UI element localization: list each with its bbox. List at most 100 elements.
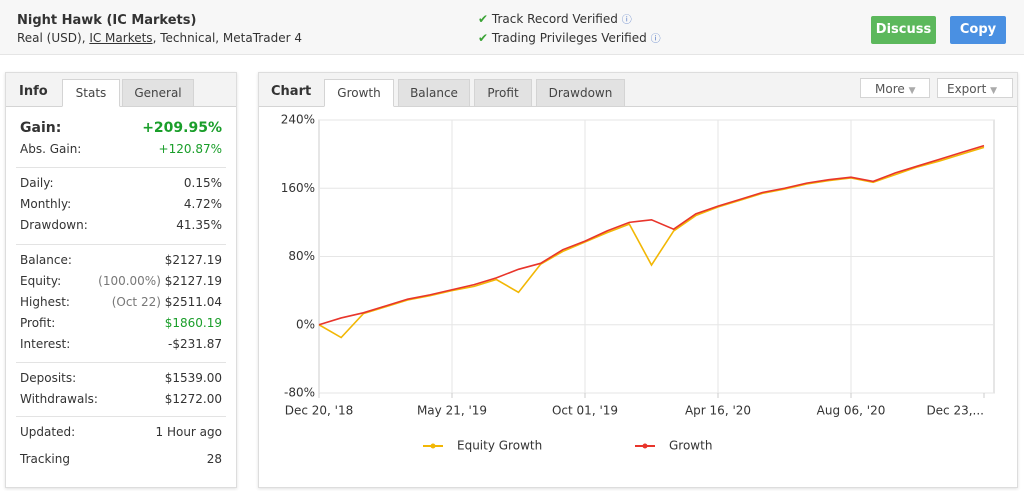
stat-number: $2127.19: [164, 274, 222, 288]
y-tick-label: -80%: [284, 386, 315, 400]
stat-value: 28: [207, 452, 222, 466]
copy-button[interactable]: Copy: [950, 16, 1006, 44]
stat-value: 4.72%: [184, 197, 222, 211]
stat-number: 1 Hour ago: [155, 425, 222, 439]
stat-number: 0.15%: [183, 176, 222, 190]
stat-label: Highest:: [20, 295, 70, 309]
stat-row: Profit: $1860.19: [20, 316, 222, 336]
stat-label: Daily:: [20, 176, 54, 190]
verified-item: ✔ Track Record Verified ⓘ: [478, 12, 632, 26]
stat-row: Balance: $2127.19: [20, 253, 222, 273]
stat-label: Deposits:: [20, 371, 77, 385]
menu-label: Export: [947, 82, 987, 96]
stat-row: Abs. Gain: +120.87%: [20, 142, 222, 162]
stat-number: $1272.00: [164, 392, 222, 406]
stat-note: (100.00%): [98, 274, 161, 288]
stat-number: $1860.19: [164, 316, 222, 330]
subtitle-text: , Technical, MetaTrader 4: [152, 31, 302, 45]
stat-row: Highest: (Oct 22) $2511.04: [20, 295, 222, 315]
subtitle-text: Real (USD),: [17, 31, 90, 45]
stat-label: Updated:: [20, 425, 76, 439]
stat-label: Equity:: [20, 274, 62, 288]
stat-number: $1539.00: [164, 371, 222, 385]
balance-tab[interactable]: Balance: [398, 79, 470, 107]
x-tick-label: Dec 23,...: [926, 404, 984, 418]
chart-panel-title: Chart: [271, 84, 312, 99]
stat-row: Equity: (100.00%) $2127.19: [20, 274, 222, 294]
growth-tab[interactable]: Growth: [324, 79, 394, 107]
profit-tab[interactable]: Profit: [474, 79, 532, 107]
legend-dot: [642, 443, 648, 449]
y-tick-label: 0%: [296, 317, 315, 331]
stat-value: 1 Hour ago: [156, 425, 222, 439]
info-title: Info: [19, 84, 48, 99]
stat-row: Updated: 1 Hour ago: [20, 425, 222, 445]
stat-value: $2127.19: [165, 253, 222, 267]
stat-value: 0.15%: [184, 176, 222, 190]
stat-value: +209.95%: [142, 120, 222, 136]
stat-row: Interest: -$231.87: [20, 337, 222, 357]
stat-label: Balance:: [20, 253, 72, 267]
x-tick-label: Oct 01, '19: [552, 404, 618, 418]
general-tab[interactable]: General: [122, 79, 194, 107]
system-subtitle: Real (USD), IC Markets, Technical, MetaT…: [17, 31, 302, 45]
stat-number: +209.95%: [142, 120, 222, 136]
y-tick-label: 80%: [288, 249, 315, 263]
x-tick-label: May 21, '19: [417, 404, 487, 418]
y-tick-label: 160%: [281, 181, 315, 195]
stat-number: $2127.19: [164, 253, 222, 267]
more-menu[interactable]: More ▼: [860, 78, 930, 98]
stat-row: Daily: 0.15%: [20, 176, 222, 196]
stat-value: $1272.00: [165, 392, 222, 406]
stat-row: Withdrawals: $1272.00: [20, 392, 222, 412]
legend-label: Growth: [669, 439, 712, 453]
info-panel: Info Stats General Gain: +209.95% Abs. Gai…: [5, 72, 237, 488]
separator: [16, 167, 226, 168]
menu-label: More: [875, 82, 905, 96]
export-menu[interactable]: Export ▼: [937, 78, 1013, 98]
stat-number: 28: [206, 452, 222, 466]
stat-note: (Oct 22): [111, 295, 161, 309]
stat-row: Deposits: $1539.00: [20, 371, 222, 391]
x-tick-label: Dec 20, '18: [285, 404, 354, 418]
x-tick-label: Aug 06, '20: [817, 404, 886, 418]
stat-label: Gain:: [20, 120, 62, 136]
separator: [16, 244, 226, 245]
header-bar: Night Hawk (IC Markets) Real (USD), IC M…: [0, 0, 1024, 55]
stat-value: $1539.00: [165, 371, 222, 385]
stat-value: (100.00%) $2127.19: [98, 274, 222, 288]
x-tick-label: Apr 16, '20: [685, 404, 751, 418]
stat-number: 41.35%: [176, 218, 222, 232]
stat-number: $2511.04: [164, 295, 222, 309]
stat-label: Withdrawals:: [20, 392, 98, 406]
stat-label: Interest:: [20, 337, 71, 351]
stat-label: Profit:: [20, 316, 56, 330]
discuss-button[interactable]: Discuss: [871, 16, 936, 44]
stat-number: 4.72%: [183, 197, 222, 211]
drawdown-tab[interactable]: Drawdown: [536, 79, 625, 107]
separator: [16, 362, 226, 363]
y-tick-label: 240%: [281, 113, 315, 127]
stat-number: -$231.87: [168, 337, 222, 351]
stat-row: Gain: +209.95%: [20, 120, 222, 140]
separator: [16, 416, 226, 417]
stat-row: Monthly: 4.72%: [20, 197, 222, 217]
stat-label: Drawdown:: [20, 218, 88, 232]
stat-row: Tracking 28: [20, 452, 222, 472]
chart: -80% 0% 80% 160% 240% Dec 20, '18 May 21, '19 O…: [281, 113, 995, 453]
stats-tab[interactable]: Stats: [62, 79, 120, 107]
stat-label: Tracking: [20, 452, 70, 466]
stat-value: $1860.19: [165, 316, 222, 330]
broker-link[interactable]: IC Markets: [89, 31, 153, 45]
stat-label: Abs. Gain:: [20, 142, 82, 156]
series-line: [318, 144, 985, 326]
stat-value: +120.87%: [159, 142, 222, 156]
stat-value: -$231.87: [168, 337, 222, 351]
chart-panel: Chart Growth Balance Profit Drawdown Mor…: [258, 72, 1018, 488]
stat-label: Monthly:: [20, 197, 72, 211]
legend-label: Equity Growth: [457, 439, 542, 453]
series-line: [318, 146, 985, 339]
stat-value: (Oct 22) $2511.04: [112, 295, 222, 309]
verified-text: Track Record Verified: [491, 12, 618, 26]
